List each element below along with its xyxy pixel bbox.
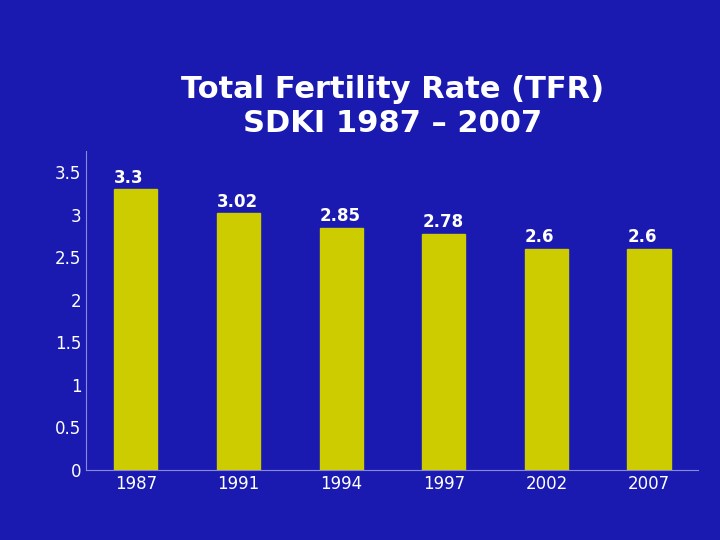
Text: 2.6: 2.6 (525, 228, 554, 246)
Bar (320, 228, 363, 470)
Bar (627, 249, 670, 470)
Text: 3.3: 3.3 (114, 169, 144, 187)
Text: 3.02: 3.02 (217, 193, 258, 211)
Bar (217, 213, 260, 470)
Text: 2.6: 2.6 (627, 228, 657, 246)
Bar (525, 249, 568, 470)
Title: Total Fertility Rate (TFR)
SDKI 1987 – 2007: Total Fertility Rate (TFR) SDKI 1987 – 2… (181, 75, 604, 138)
Text: 2.78: 2.78 (422, 213, 463, 231)
Bar (422, 234, 465, 470)
Bar (114, 190, 158, 470)
Text: 2.85: 2.85 (320, 207, 361, 225)
